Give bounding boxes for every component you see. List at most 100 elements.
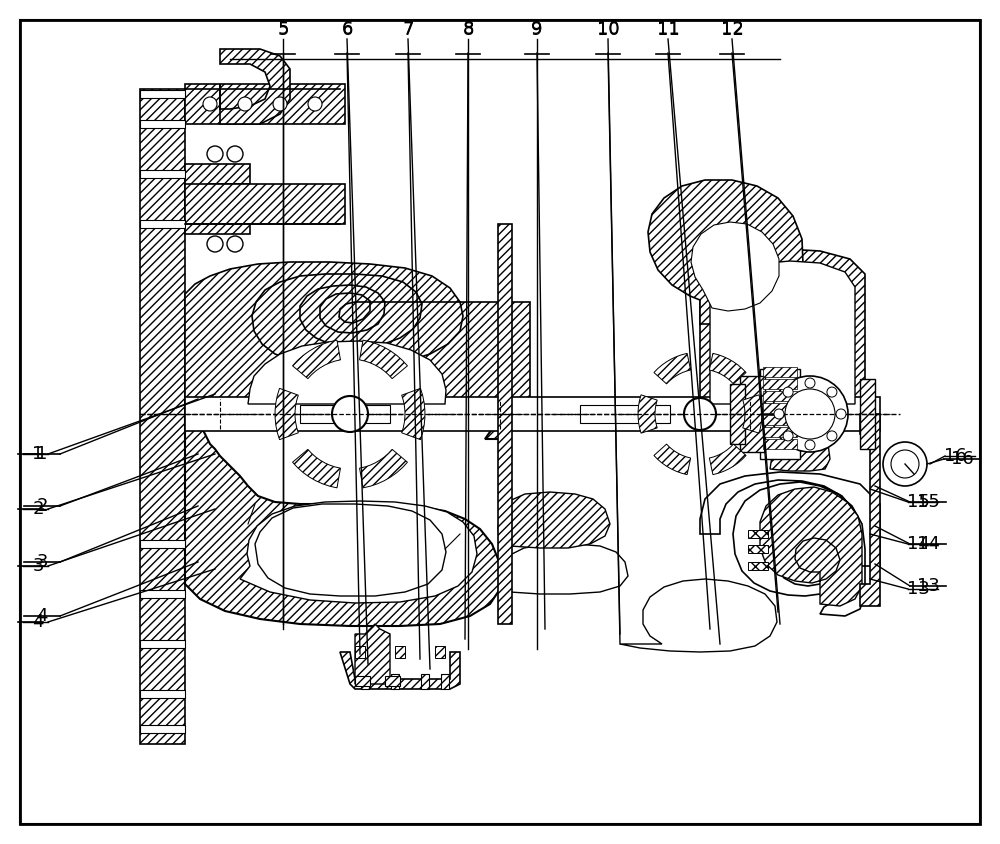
Bar — [355, 676, 370, 686]
Circle shape — [684, 398, 716, 430]
Polygon shape — [248, 341, 446, 404]
Polygon shape — [860, 414, 880, 606]
Circle shape — [783, 387, 793, 397]
Polygon shape — [293, 340, 340, 379]
Polygon shape — [185, 184, 345, 224]
Polygon shape — [140, 89, 185, 744]
Bar — [140, 220, 185, 228]
Text: 5: 5 — [277, 20, 289, 38]
Polygon shape — [770, 429, 830, 471]
Circle shape — [227, 236, 243, 252]
Bar — [185, 397, 880, 431]
Text: 7: 7 — [402, 21, 414, 39]
Bar — [763, 367, 797, 377]
Circle shape — [332, 396, 368, 432]
Bar — [748, 530, 768, 538]
Polygon shape — [760, 369, 800, 459]
Polygon shape — [293, 449, 340, 488]
Text: 16: 16 — [951, 450, 973, 468]
Circle shape — [774, 409, 784, 419]
Polygon shape — [760, 487, 862, 606]
Polygon shape — [355, 624, 390, 684]
Polygon shape — [654, 444, 691, 474]
Text: 15: 15 — [907, 493, 929, 511]
Bar — [361, 674, 369, 689]
Circle shape — [785, 389, 835, 439]
Bar — [355, 646, 365, 658]
Text: 6: 6 — [341, 21, 353, 39]
Polygon shape — [860, 379, 875, 449]
Bar — [421, 674, 429, 689]
Text: 9: 9 — [531, 21, 543, 39]
Polygon shape — [255, 504, 446, 596]
Circle shape — [207, 236, 223, 252]
Polygon shape — [185, 84, 345, 124]
Text: 2: 2 — [36, 497, 48, 515]
Text: 10: 10 — [597, 20, 619, 38]
Bar — [140, 170, 185, 178]
Polygon shape — [498, 492, 610, 548]
Bar — [140, 640, 185, 648]
Polygon shape — [740, 376, 765, 452]
Bar — [763, 403, 797, 413]
Bar — [441, 674, 449, 689]
Polygon shape — [240, 501, 477, 603]
Polygon shape — [498, 224, 512, 624]
Polygon shape — [185, 164, 250, 234]
Bar — [763, 415, 797, 425]
Circle shape — [805, 378, 815, 388]
Text: 15: 15 — [917, 493, 939, 511]
Text: 4: 4 — [32, 613, 44, 631]
Bar — [140, 590, 185, 598]
Text: 11: 11 — [657, 21, 679, 39]
Bar — [748, 545, 768, 553]
Polygon shape — [700, 472, 880, 616]
Text: 9: 9 — [531, 20, 543, 38]
Text: 13: 13 — [907, 580, 929, 598]
Text: 3: 3 — [32, 557, 44, 575]
Polygon shape — [360, 340, 407, 379]
Bar — [763, 391, 797, 401]
Circle shape — [827, 431, 837, 441]
Text: 14: 14 — [907, 535, 929, 553]
Text: 3: 3 — [36, 553, 48, 571]
Circle shape — [273, 97, 287, 111]
Text: 8: 8 — [462, 20, 474, 38]
Circle shape — [227, 146, 243, 162]
Text: 5: 5 — [277, 21, 289, 39]
Bar — [748, 562, 768, 570]
Polygon shape — [185, 412, 500, 626]
Polygon shape — [360, 449, 407, 488]
Text: 1: 1 — [32, 445, 44, 463]
Circle shape — [836, 409, 846, 419]
Bar — [435, 646, 445, 658]
Polygon shape — [648, 180, 803, 324]
Bar — [140, 725, 185, 733]
Bar — [395, 646, 405, 658]
Circle shape — [772, 376, 848, 452]
Polygon shape — [275, 388, 298, 440]
Circle shape — [203, 97, 217, 111]
Circle shape — [805, 440, 815, 450]
Text: 11: 11 — [657, 20, 679, 38]
Polygon shape — [185, 328, 512, 439]
Circle shape — [238, 97, 252, 111]
Bar — [763, 379, 797, 389]
Text: 7: 7 — [402, 20, 414, 38]
Circle shape — [883, 442, 927, 486]
Bar — [763, 439, 797, 449]
Polygon shape — [691, 222, 779, 311]
Text: 13: 13 — [917, 577, 939, 595]
Bar — [140, 90, 185, 98]
Circle shape — [308, 97, 322, 111]
Polygon shape — [709, 354, 746, 384]
Bar — [140, 120, 185, 128]
Polygon shape — [654, 354, 691, 384]
Polygon shape — [730, 384, 745, 444]
Circle shape — [891, 450, 919, 478]
Bar — [140, 540, 185, 548]
Bar — [385, 676, 400, 686]
Bar — [763, 427, 797, 437]
Polygon shape — [743, 395, 762, 433]
Text: 2: 2 — [32, 500, 44, 518]
